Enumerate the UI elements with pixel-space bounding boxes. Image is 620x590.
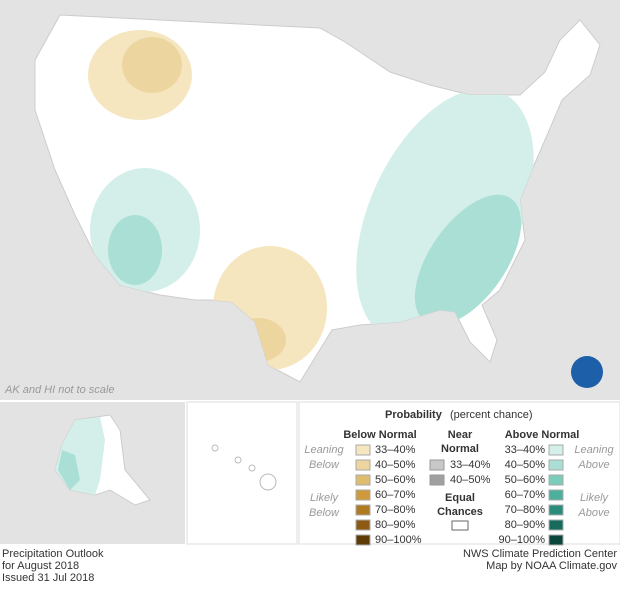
near-range: 33–40%: [450, 459, 491, 471]
below-swatch: [355, 534, 371, 546]
above-range: 40–50%: [505, 459, 546, 471]
above-swatch: [548, 459, 564, 471]
noaa-logo: [571, 356, 603, 388]
side-label: Below: [309, 507, 340, 519]
above-range: 90–100%: [499, 534, 546, 546]
above-swatch: [548, 489, 564, 501]
side-label: Leaning: [574, 444, 614, 456]
side-label: Likely: [310, 492, 340, 504]
near-swatch: [429, 474, 445, 486]
equal-heading: Chances: [437, 506, 483, 518]
footer-right: Map by NOAA Climate.gov: [486, 560, 617, 572]
below-range: 80–90%: [375, 519, 416, 531]
below-swatch: [355, 474, 371, 486]
above-swatch: [548, 474, 564, 486]
side-label: Above: [577, 507, 609, 519]
legend-subtitle: (percent chance): [450, 409, 533, 421]
above-range: 50–60%: [505, 474, 546, 486]
near-heading: Near: [448, 429, 473, 441]
footer-right: NWS Climate Prediction Center: [463, 548, 617, 560]
near-range: 40–50%: [450, 474, 491, 486]
footer-left: for August 2018: [2, 560, 79, 572]
below-range: 50–60%: [375, 474, 416, 486]
below-swatch: [355, 459, 371, 471]
above-range: 33–40%: [505, 444, 546, 456]
side-label: Leaning: [304, 444, 344, 456]
below-range: 70–80%: [375, 504, 416, 516]
below-range: 90–100%: [375, 534, 422, 546]
below-swatch: [355, 489, 371, 501]
hawaii-islands: [211, 444, 277, 491]
near-swatch: [429, 459, 445, 471]
below-range: 40–50%: [375, 459, 416, 471]
above-swatch: [548, 444, 564, 456]
below-range: 60–70%: [375, 489, 416, 501]
below-swatch: [355, 519, 371, 531]
below-range: 33–40%: [375, 444, 416, 456]
near-heading: Normal: [441, 443, 479, 455]
map-note: AK and HI not to scale: [4, 384, 114, 396]
above-range: 70–80%: [505, 504, 546, 516]
equal-heading: Equal: [445, 492, 475, 504]
side-label: Below: [309, 459, 340, 471]
below-swatch: [355, 504, 371, 516]
above-range: 80–90%: [505, 519, 546, 531]
above-range: 60–70%: [505, 489, 546, 501]
equal-swatch: [451, 520, 469, 531]
above-heading: Above Normal: [505, 429, 580, 441]
footer-left: Issued 31 Jul 2018: [2, 572, 94, 584]
below-swatch: [355, 444, 371, 456]
legend-title: Probability: [385, 409, 443, 421]
legend-panel: [298, 401, 620, 545]
above-swatch: [548, 519, 564, 531]
footer-left: Precipitation Outlook: [2, 548, 104, 560]
above-swatch: [548, 534, 564, 546]
below-heading: Below Normal: [343, 429, 416, 441]
above-swatch: [548, 504, 564, 516]
side-label: Above: [577, 459, 609, 471]
side-label: Likely: [580, 492, 610, 504]
hawaii-inset: [186, 401, 298, 545]
alaska-outlook-2: [58, 450, 80, 490]
